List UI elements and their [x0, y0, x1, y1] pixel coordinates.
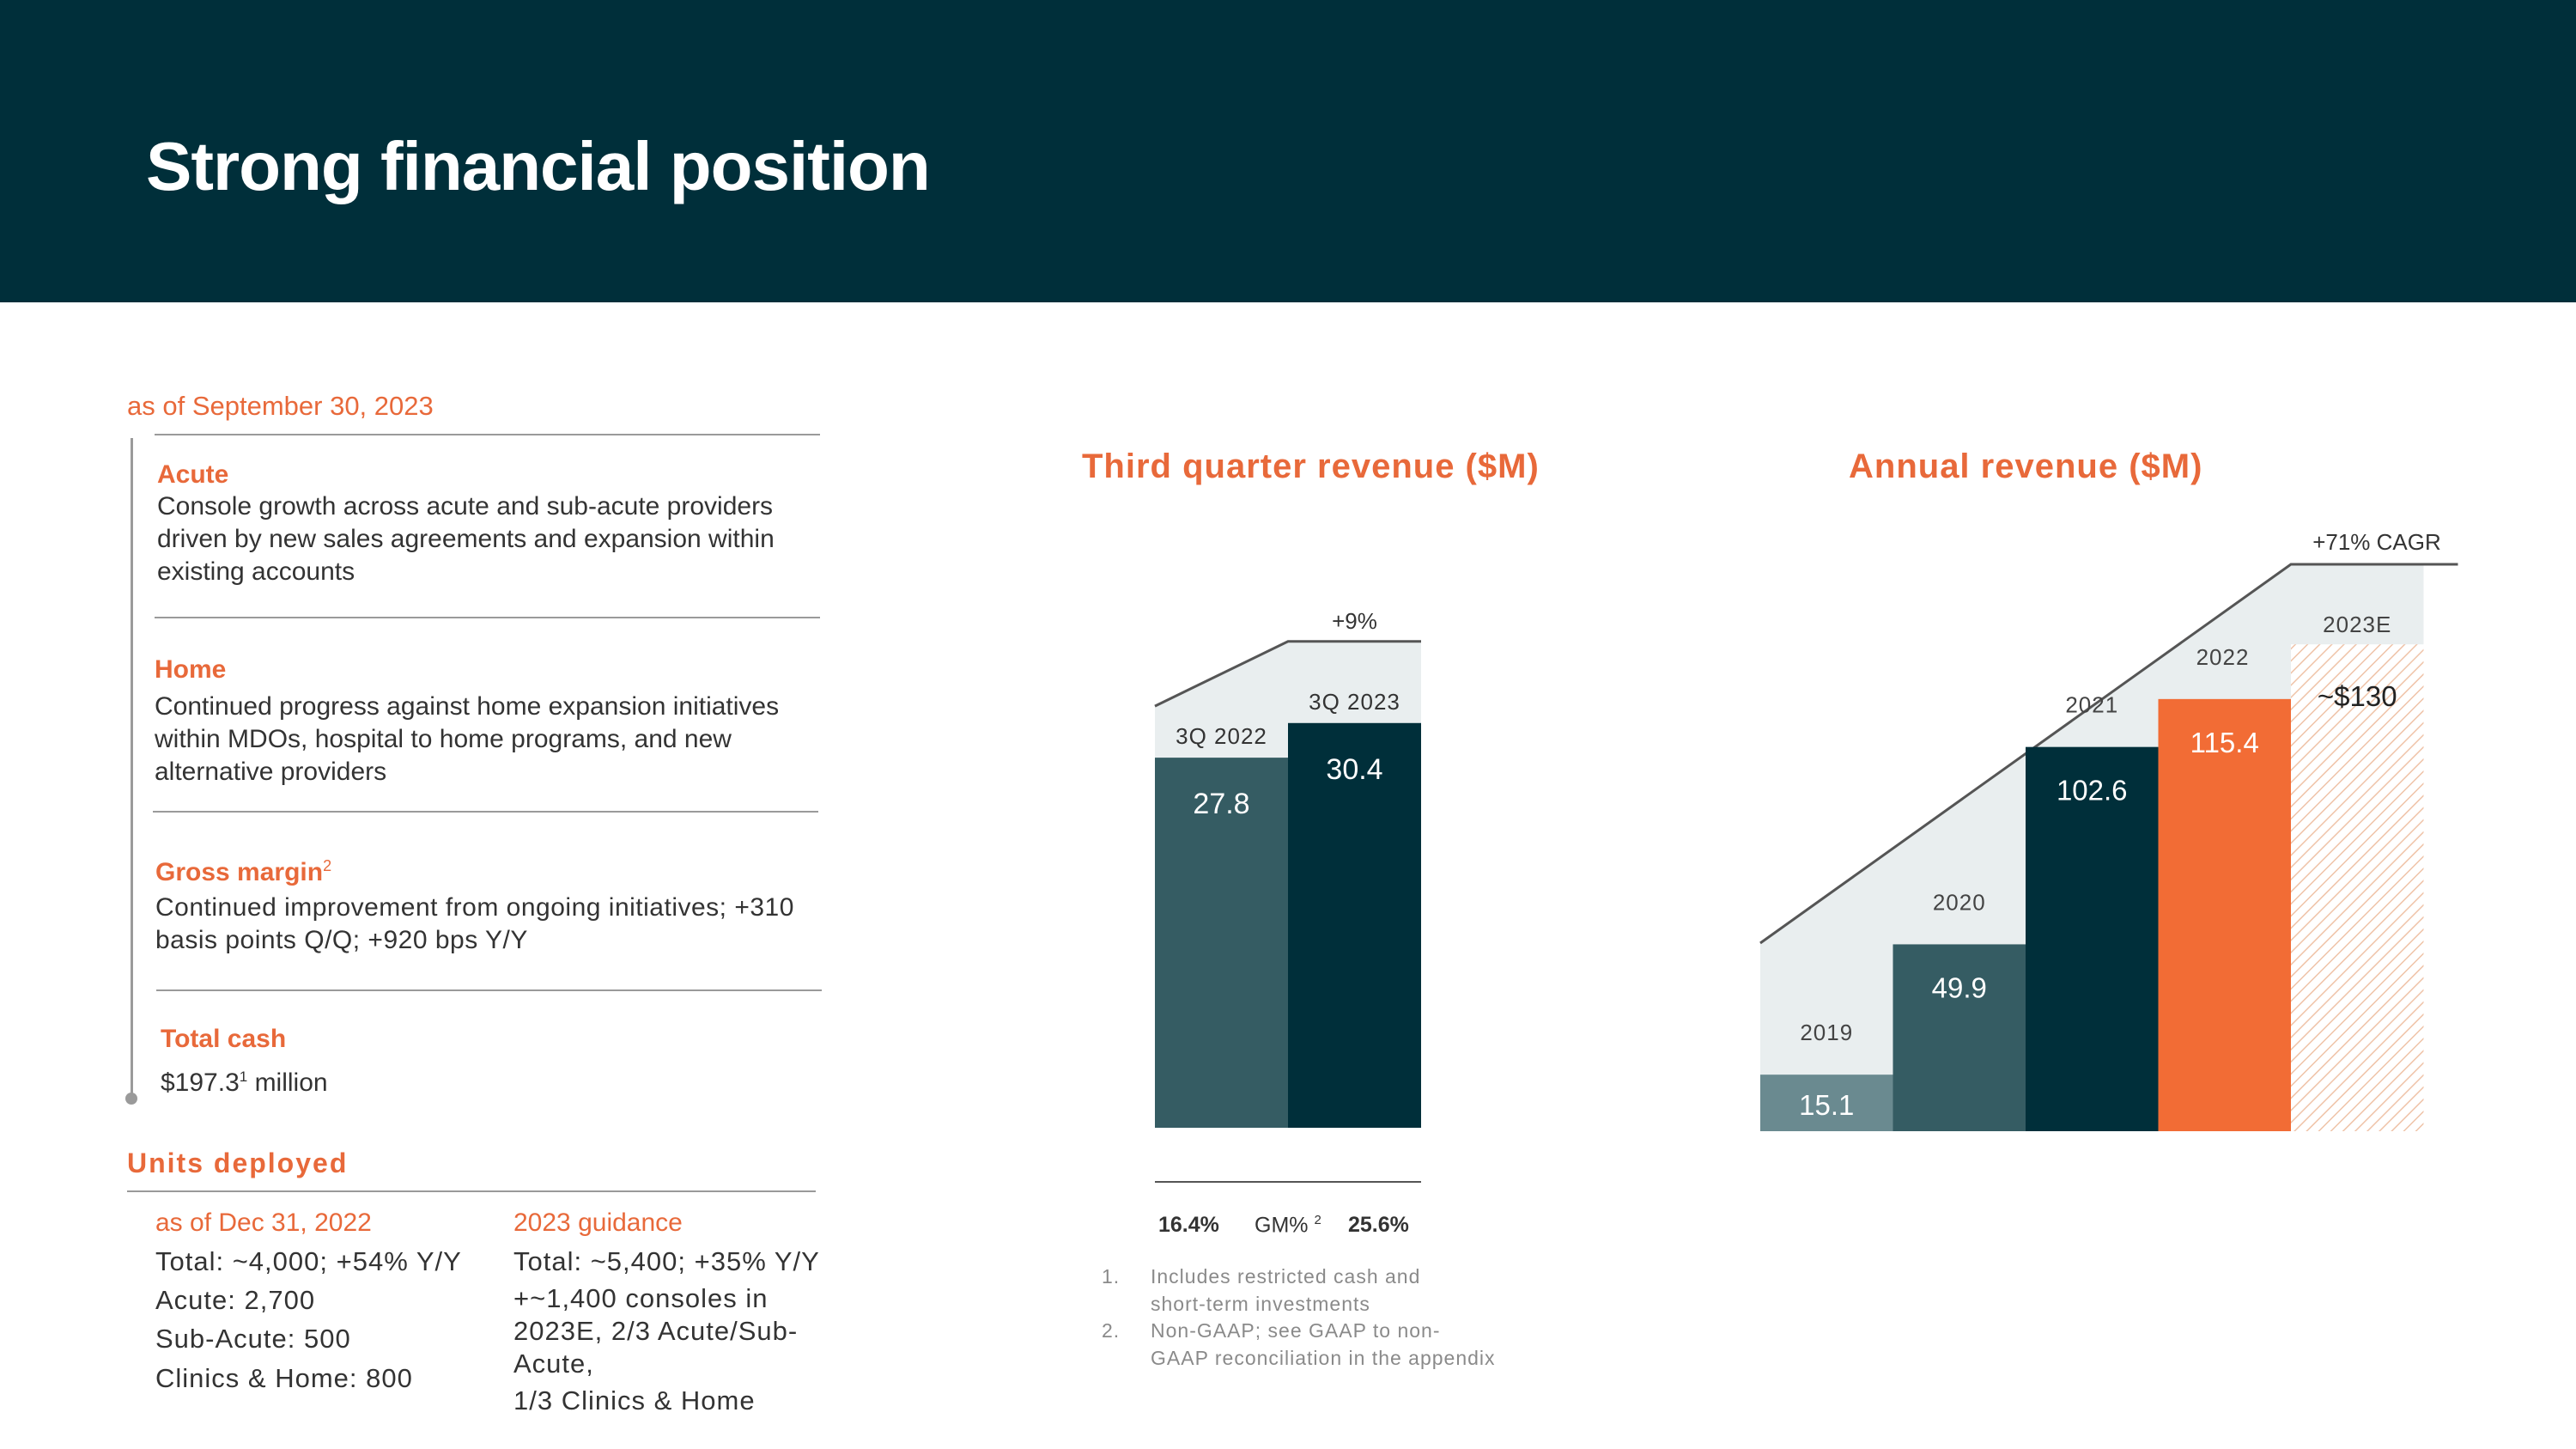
category-label: 2022 [2196, 644, 2250, 670]
units-right-line: Acute, [513, 1349, 594, 1379]
bar-value-label: 115.4 [2190, 727, 2259, 758]
bar-value-label: 102.6 [2057, 775, 2128, 807]
category-label: 2021 [2065, 692, 2118, 718]
bar [1288, 722, 1421, 1128]
home-text: Continued progress against home expansio… [155, 692, 780, 786]
units-right-line: +~1,400 consoles in [513, 1283, 769, 1313]
units-left-line: Total: ~4,000; +54% Y/Y [155, 1246, 462, 1276]
total-cash-heading: Total cash [161, 1025, 287, 1053]
as-of-date: as of September 30, 2023 [127, 391, 434, 421]
trend-line [1154, 640, 1421, 708]
category-label: 2019 [1800, 1020, 1853, 1045]
divider [127, 1190, 816, 1192]
gross-margin-heading: Gross margin2 [155, 857, 331, 887]
divider [153, 811, 818, 813]
gm-right-value: 25.6% [1348, 1213, 1409, 1237]
bar-value-label: 49.9 [1932, 971, 1987, 1003]
annual-revenue-chart: 15.1 2019 49.9 2020 102.6 2021 115.4 2022 ~$130 2… [1759, 529, 2458, 1131]
footnote-number: 1. [1102, 1265, 1121, 1288]
bar-value-label: ~$130 [2318, 680, 2397, 712]
bar-value-label: 30.4 [1326, 753, 1382, 786]
footnote-ref: 1 [239, 1068, 248, 1085]
q3-chart-title: Third quarter revenue ($M) [1082, 447, 1540, 485]
total-cash-value: $197.3 [161, 1068, 240, 1097]
bar [1760, 1075, 1893, 1131]
footnote-line: short-term investments [1151, 1293, 1370, 1315]
footnote-line: Non-GAAP; see GAAP to non- [1151, 1319, 1441, 1342]
footnote-number: 2. [1102, 1319, 1121, 1342]
bar-value-label: 15.1 [1799, 1089, 1854, 1121]
gm-label: GM% 2 [1255, 1213, 1321, 1238]
total-cash-unit: million [247, 1068, 328, 1097]
bar [1155, 758, 1288, 1128]
acute-text: Console growth across acute and sub-acut… [157, 492, 775, 586]
units-left-line: Sub-Acute: 500 [155, 1324, 351, 1354]
divider [155, 617, 820, 618]
bar [2158, 698, 2292, 1131]
header-bar: Strong financial position [0, 0, 2576, 302]
bar-value-label: 27.8 [1193, 788, 1249, 820]
divider [155, 434, 820, 435]
units-left-line: Clinics & Home: 800 [155, 1363, 413, 1393]
units-right-line: 1/3 Clinics & Home [513, 1385, 756, 1416]
footnote-ref: 2 [1314, 1213, 1321, 1227]
bar [2026, 746, 2159, 1131]
category-label: 2023E [2323, 612, 2391, 637]
units-left-line: Acute: 2,700 [155, 1285, 316, 1315]
total-cash-text: $197.31 million [161, 1061, 839, 1099]
bar [1893, 944, 2026, 1131]
gm-left-value: 16.4% [1158, 1213, 1219, 1237]
growth-annotation: +9% [1332, 608, 1377, 634]
footnote-line: Includes restricted cash and [1151, 1265, 1421, 1288]
units-right-line: 2023E, 2/3 Acute/Sub- [513, 1316, 799, 1346]
acute-heading: Acute [157, 460, 229, 489]
category-label: 3Q 2022 [1176, 723, 1267, 749]
q3-revenue-chart: 27.8 3Q 2022 30.4 3Q 2023 +9% [1154, 608, 1421, 1128]
home-heading: Home [155, 655, 227, 684]
units-deployed-heading: Units deployed [127, 1148, 349, 1178]
timeline-line [131, 438, 133, 1098]
units-right-heading: 2023 guidance [513, 1209, 683, 1237]
gross-margin-text: Continued improvement from ongoing initi… [155, 893, 794, 954]
units-right-line: Total: ~5,400; +35% Y/Y [513, 1246, 820, 1276]
timeline-dot [125, 1093, 137, 1105]
annual-chart-title: Annual revenue ($M) [1849, 447, 2203, 485]
page-title: Strong financial position [146, 128, 931, 204]
category-label: 3Q 2023 [1309, 689, 1400, 715]
gm-divider [1155, 1181, 1421, 1183]
cagr-annotation: +71% CAGR [2312, 529, 2441, 555]
category-label: 2020 [1933, 889, 1986, 915]
bar [2291, 644, 2424, 1131]
trend-line [1759, 563, 2458, 945]
gross-margin-label: Gross margin [155, 858, 324, 886]
units-left-heading: as of Dec 31, 2022 [155, 1209, 372, 1237]
footnote-line: GAAP reconciliation in the appendix [1151, 1347, 1496, 1369]
gm-label-text: GM% [1255, 1213, 1309, 1238]
divider [156, 989, 822, 991]
footnote-ref: 2 [323, 857, 332, 874]
